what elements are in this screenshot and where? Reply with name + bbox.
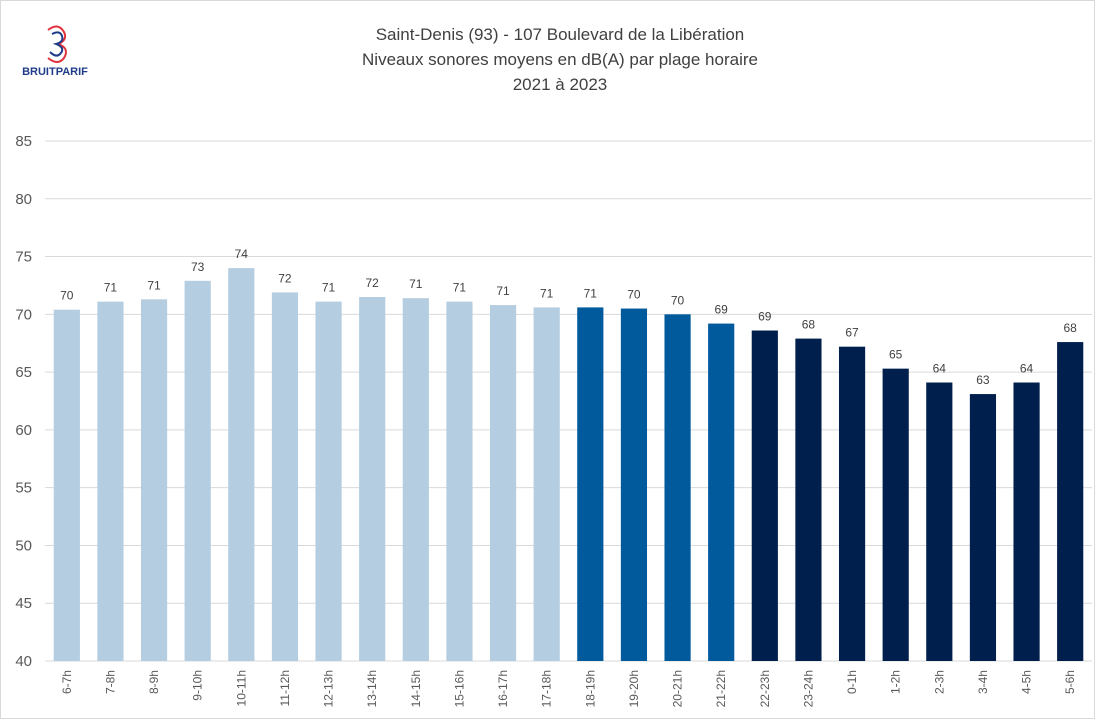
bar [664, 314, 691, 661]
bar [969, 394, 997, 661]
value-label: 73 [191, 260, 205, 274]
x-tick-label: 15-16h [452, 670, 466, 707]
bar [97, 301, 124, 661]
value-label: 69 [715, 303, 729, 317]
y-tick-label: 85 [15, 133, 32, 150]
value-label: 71 [104, 281, 118, 295]
value-label: 74 [235, 247, 249, 261]
bar [533, 307, 560, 661]
value-label: 71 [409, 277, 423, 291]
value-label: 72 [366, 276, 380, 290]
bar [838, 346, 866, 661]
value-label: 71 [322, 281, 336, 295]
y-tick-label: 55 [15, 480, 32, 497]
x-tick-label: 7-8h [103, 670, 117, 694]
x-tick-label: 1-2h [889, 670, 903, 694]
value-label: 63 [976, 373, 990, 387]
y-tick-label: 40 [15, 653, 32, 670]
y-tick-label: 70 [15, 306, 32, 323]
x-tick-label: 3-4h [976, 670, 990, 694]
bar [1057, 342, 1084, 661]
x-tick-label: 21-22h [714, 670, 728, 707]
x-tick-label: 19-20h [627, 670, 641, 707]
chart-title: Niveaux sonores moyens en dB(A) par plag… [362, 50, 758, 69]
bar [620, 308, 648, 661]
x-tick-label: 11-12h [278, 670, 292, 706]
x-tick-label: 4-5h [1020, 670, 1034, 694]
bar [795, 338, 822, 661]
x-tick-label: 23-24h [801, 670, 815, 707]
x-tick-label: 18-19h [583, 670, 597, 707]
bar [184, 280, 211, 661]
value-label: 64 [1020, 362, 1034, 376]
y-tick-label: 45 [15, 595, 32, 612]
value-label: 69 [758, 310, 772, 324]
bar [489, 305, 517, 661]
x-tick-label: 17-18h [540, 670, 554, 707]
bar [271, 292, 299, 661]
bar [402, 298, 429, 661]
value-label: 68 [802, 318, 816, 332]
x-tick-label: 5-6h [1063, 670, 1077, 694]
y-tick-label: 75 [15, 249, 32, 266]
x-tick-label: 10-11h [234, 670, 248, 706]
value-label: 70 [627, 288, 641, 302]
bar [1013, 382, 1040, 661]
y-tick-label: 60 [15, 422, 32, 439]
chart-title: 2021 à 2023 [513, 75, 608, 94]
value-label: 71 [147, 278, 161, 292]
y-tick-label: 80 [15, 191, 32, 208]
bar [708, 323, 735, 661]
bar [926, 382, 953, 661]
bar [140, 299, 168, 661]
value-label: 71 [496, 284, 510, 298]
value-label: 71 [540, 286, 554, 300]
y-tick-label: 65 [15, 364, 32, 381]
value-label: 70 [60, 289, 74, 303]
x-tick-label: 20-21h [671, 670, 685, 707]
value-label: 64 [933, 362, 947, 376]
bar [446, 301, 473, 661]
bar [577, 307, 604, 661]
bar [315, 301, 342, 661]
x-tick-label: 14-15h [409, 670, 423, 707]
value-label: 72 [278, 271, 292, 285]
x-tick-label: 8-9h [147, 670, 161, 694]
value-label: 70 [671, 293, 685, 307]
bar [228, 268, 255, 661]
bar [882, 368, 909, 661]
x-tick-label: 9-10h [191, 670, 205, 701]
x-tick-label: 13-14h [365, 670, 379, 707]
y-tick-label: 50 [15, 537, 32, 554]
logo-icon [47, 25, 67, 63]
bar [751, 330, 778, 661]
value-label: 67 [845, 326, 859, 340]
value-label: 68 [1064, 321, 1078, 335]
x-tick-label: 2-3h [932, 670, 946, 694]
x-tick-label: 16-17h [496, 670, 510, 707]
x-tick-label: 22-23h [758, 670, 772, 707]
value-label: 71 [453, 281, 467, 295]
logo-text: BRUITPARIF [22, 66, 88, 78]
x-tick-label: 0-1h [845, 670, 859, 694]
value-label: 71 [584, 286, 598, 300]
x-tick-label: 12-13h [322, 670, 336, 707]
bar [359, 297, 386, 661]
x-tick-label: 6-7h [60, 670, 74, 694]
chart-title: Saint-Denis (93) - 107 Boulevard de la L… [376, 25, 745, 44]
bar [53, 309, 80, 661]
value-label: 65 [889, 348, 903, 362]
